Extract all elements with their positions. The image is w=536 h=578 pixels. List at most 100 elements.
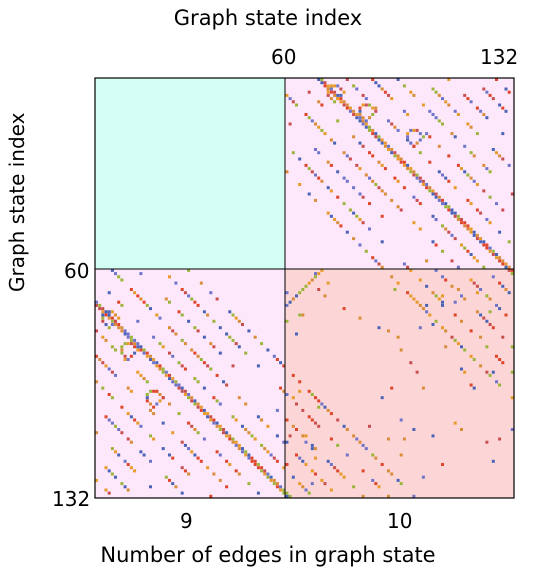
top-tick-label-132: 132 [480,45,519,69]
matrix-dot [453,211,457,215]
matrix-dot [139,345,143,349]
matrix-dot [323,132,327,136]
matrix-dot [272,482,276,486]
matrix-dot [352,109,356,113]
matrix-dot [409,170,413,174]
matrix-dot [453,109,457,113]
matrix-dot [199,459,203,463]
matrix-dot [231,338,235,342]
matrix-dot [434,195,438,199]
matrix-dot [244,402,248,406]
matrix-dot [155,402,159,406]
matrix-dot [336,443,340,447]
matrix-dot [161,421,165,425]
matrix-dot [187,319,191,323]
matrix-dot [437,93,441,97]
matrix-dot [110,319,114,323]
matrix-dot [396,335,400,339]
matrix-dot [380,138,384,142]
matrix-dot [475,183,479,186]
matrix-dot [453,214,457,218]
matrix-dot [136,421,140,425]
matrix-dot [402,262,406,266]
matrix-dot [444,278,448,282]
matrix-dot [368,151,371,155]
matrix-dot [129,335,133,339]
matrix-dot [421,103,425,107]
matrix-dot [253,463,257,466]
matrix-dot [136,348,140,352]
matrix-dot [469,125,473,129]
matrix-dot [425,186,429,190]
matrix-dot [336,195,340,199]
matrix-dot [390,148,394,151]
matrix-dot [320,268,324,272]
matrix-dot [199,405,203,409]
matrix-dot [187,393,191,396]
matrix-dot [95,329,98,333]
matrix-dot [469,202,473,206]
matrix-dot [183,342,187,346]
matrix-dot [136,345,140,349]
matrix-dot [317,405,321,409]
matrix-dot [396,205,400,209]
matrix-dot [95,478,98,482]
matrix-dot [428,313,432,317]
matrix-dot [431,291,435,295]
matrix-dot [295,402,298,406]
matrix-dot [142,351,146,355]
matrix-dot [482,113,486,116]
matrix-dot [374,135,378,139]
matrix-dot [263,472,267,476]
matrix-dot [314,447,317,451]
matrix-dot [129,338,133,342]
matrix-dot [177,383,181,387]
matrix-dot [428,135,432,139]
matrix-dot [485,90,489,94]
matrix-dot [110,316,114,320]
matrix-dot [317,151,321,155]
matrix-dot [190,399,194,403]
matrix-dot [326,186,330,190]
matrix-dot [342,151,346,155]
matrix-dot [390,122,394,126]
matrix-dot [501,259,505,263]
matrix-dot [218,351,222,355]
matrix-dot [415,173,419,177]
matrix-dot [187,396,191,400]
matrix-dot [466,173,470,177]
matrix-dot [174,383,178,387]
matrix-dot [317,100,321,104]
matrix-dot [336,93,340,97]
matrix-dot [304,163,308,167]
matrix-dot [260,342,264,346]
matrix-dot [444,176,448,180]
matrix-dot [406,132,410,136]
matrix-dot [123,329,127,333]
matrix-dot [120,345,124,349]
matrix-dot [225,431,229,435]
matrix-dot [279,488,283,492]
matrix-dot [479,313,483,317]
matrix-dot [425,132,429,136]
matrix-dot [120,405,124,409]
matrix-dot [444,329,448,333]
matrix-dot [504,87,508,91]
matrix-dot [463,297,467,301]
matrix-dot [402,163,406,167]
matrix-dot [447,230,451,234]
matrix-dot [329,84,333,88]
matrix-dot [434,319,438,323]
matrix-dot [377,326,381,330]
matrix-dot [485,243,489,247]
matrix-dot [285,463,289,466]
matrix-dot [374,132,378,136]
matrix-dot [491,275,495,279]
matrix-dot [431,240,435,244]
matrix-dot [301,313,305,317]
matrix-dot [183,291,187,295]
matrix-dot [123,485,127,489]
matrix-dot [460,218,463,221]
matrix-dot [434,268,438,272]
matrix-dot [507,90,511,94]
